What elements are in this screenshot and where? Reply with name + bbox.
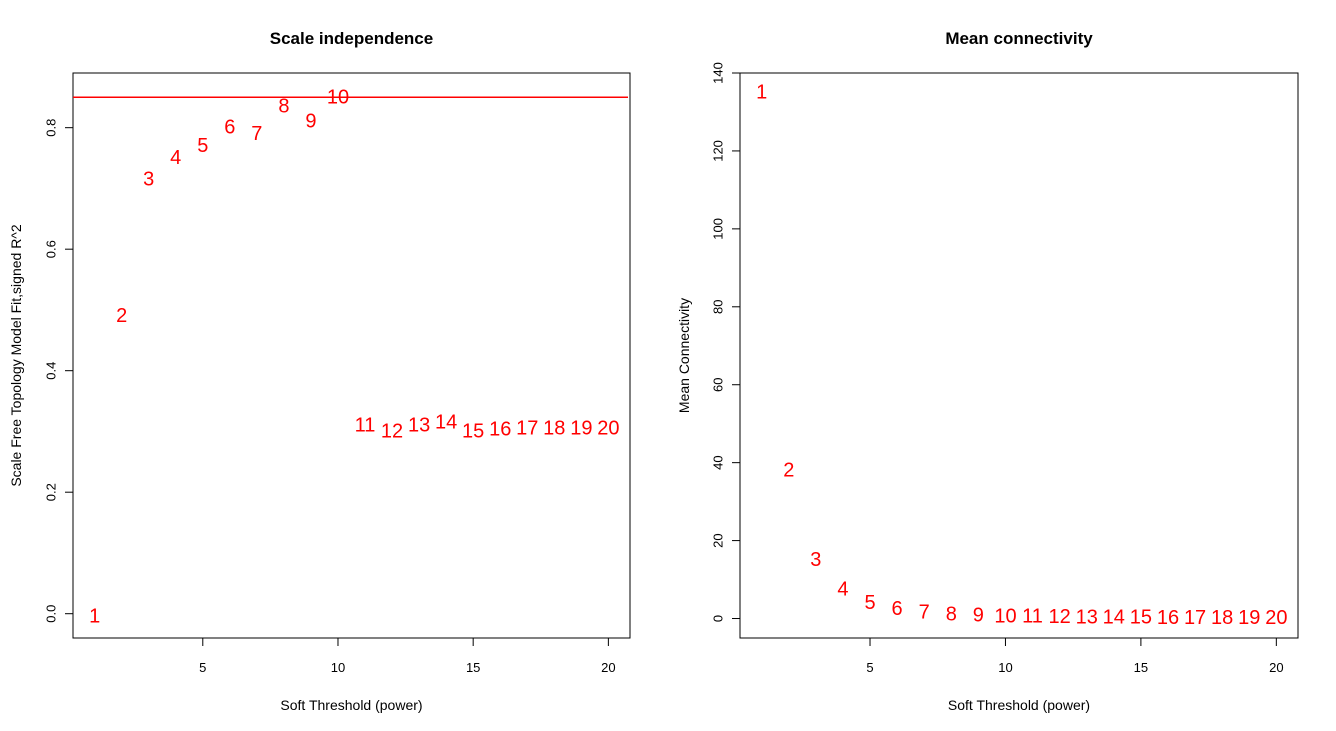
point-label-power-17: 17: [1184, 607, 1206, 629]
y-tick-label: 100: [711, 218, 726, 240]
y-tick-label: 40: [711, 455, 726, 469]
point-label-power-18: 18: [543, 417, 565, 439]
point-label-power-15: 15: [1130, 607, 1152, 629]
x-tick-label: 10: [331, 660, 345, 675]
mean-connectivity-panel: Mean connectivity Soft Threshold (power)…: [676, 29, 1299, 713]
point-label-power-4: 4: [170, 147, 181, 169]
scale-independence-panel: Scale independence Soft Threshold (power…: [8, 29, 631, 713]
point-label-power-12: 12: [381, 420, 403, 442]
point-label-power-17: 17: [516, 417, 538, 439]
point-label-power-6: 6: [892, 598, 903, 620]
point-label-power-20: 20: [1265, 607, 1287, 629]
y-axis-ticks: 0 20 40 60 80 100 120 140: [711, 62, 740, 622]
point-label-power-14: 14: [435, 411, 457, 433]
point-label-power-20: 20: [597, 417, 619, 439]
point-label-power-18: 18: [1211, 607, 1233, 629]
y-axis-label: Scale Free Topology Model Fit,signed R^2: [8, 224, 24, 487]
x-axis-ticks: 5 10 15 20: [866, 638, 1284, 675]
plot-frame: [739, 72, 1299, 639]
x-axis-label: Soft Threshold (power): [280, 697, 422, 713]
point-label-power-1: 1: [756, 81, 767, 103]
x-tick-label: 20: [601, 660, 615, 675]
y-axis-label: Mean Connectivity: [676, 298, 692, 413]
y-tick-label: 60: [711, 377, 726, 391]
point-label-power-5: 5: [197, 135, 208, 157]
point-label-power-7: 7: [919, 602, 930, 624]
point-label-power-9: 9: [973, 604, 984, 626]
y-tick-label: 140: [711, 62, 726, 84]
point-label-power-1: 1: [89, 606, 100, 628]
x-tick-label: 20: [1269, 660, 1283, 675]
point-label-power-3: 3: [810, 549, 821, 571]
x-tick-label: 15: [1134, 660, 1148, 675]
x-tick-label: 15: [466, 660, 480, 675]
x-tick-label: 5: [199, 660, 206, 675]
point-label-power-8: 8: [946, 604, 957, 626]
point-label-power-2: 2: [116, 305, 127, 327]
y-tick-label: 0: [711, 615, 726, 622]
point-label-power-5: 5: [864, 592, 875, 614]
point-label-power-13: 13: [408, 414, 430, 436]
point-label-power-11: 11: [355, 414, 376, 436]
point-label-power-6: 6: [224, 117, 235, 139]
y-tick-label: 0.6: [44, 240, 59, 258]
point-label-power-11: 11: [1022, 606, 1043, 628]
x-tick-label: 10: [998, 660, 1012, 675]
y-tick-label: 0.8: [44, 119, 59, 137]
y-tick-label: 80: [711, 300, 726, 314]
point-label-power-10: 10: [994, 606, 1016, 628]
point-label-power-13: 13: [1076, 606, 1098, 628]
point-label-power-3: 3: [143, 168, 154, 190]
point-label-power-19: 19: [570, 417, 592, 439]
point-label-power-8: 8: [278, 95, 289, 117]
point-label-power-19: 19: [1238, 607, 1260, 629]
y-tick-label: 20: [711, 533, 726, 547]
point-label-power-15: 15: [462, 420, 484, 442]
y-axis-ticks: 0.0 0.2 0.4 0.6 0.8: [44, 119, 73, 623]
x-axis-ticks: 5 10 15 20: [199, 638, 616, 675]
chart-title: Mean connectivity: [945, 29, 1093, 48]
point-label-power-10: 10: [327, 86, 349, 108]
point-label-power-14: 14: [1103, 607, 1125, 629]
plot-frame: [72, 72, 631, 639]
y-tick-label: 120: [711, 140, 726, 162]
point-label-power-7: 7: [251, 123, 262, 145]
x-axis-label: Soft Threshold (power): [948, 697, 1090, 713]
point-label-power-16: 16: [489, 419, 511, 441]
y-tick-label: 0.4: [44, 362, 59, 380]
y-tick-label: 0.0: [44, 605, 59, 623]
point-label-power-4: 4: [837, 578, 848, 600]
y-tick-label: 0.2: [44, 483, 59, 501]
x-tick-label: 5: [866, 660, 873, 675]
chart-title: Scale independence: [270, 29, 433, 48]
point-label-power-9: 9: [305, 111, 316, 133]
point-label-power-12: 12: [1049, 606, 1071, 628]
point-label-power-2: 2: [783, 459, 794, 481]
point-label-power-16: 16: [1157, 607, 1179, 629]
